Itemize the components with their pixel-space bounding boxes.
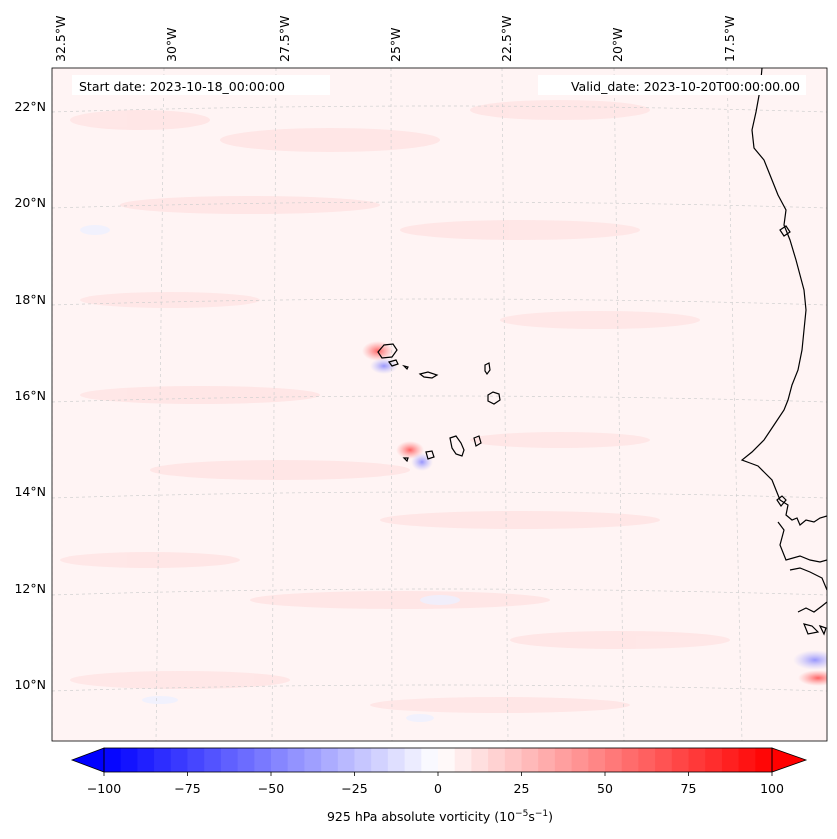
colorbar-cell (220, 748, 238, 772)
colorbar-extend-max (771, 747, 808, 773)
cape-verde-islands (377, 343, 501, 463)
colorbar-cell (154, 748, 172, 772)
valid-date-label: Valid_date: 2023-10-20T00:00:00.00 (571, 79, 800, 94)
colorbar-cell (571, 748, 589, 772)
colorbar-cell (605, 748, 623, 772)
colorbar-cell (254, 748, 272, 772)
lon-label-25w: 25°W (388, 27, 403, 62)
island-santo-antao (377, 343, 398, 359)
lat-label-10n: 10°N (14, 677, 46, 692)
lon-label-20w: 20°W (610, 27, 625, 62)
colorbar-tick-labels: −100 −75 −50 −25 0 25 50 75 100 (87, 781, 784, 796)
island-fogo (425, 450, 435, 460)
colorbar-ticks (103, 772, 773, 776)
lon-label-30w: 30°W (164, 27, 179, 62)
start-date-label: Start date: 2023-10-18_00:00:00 (79, 79, 285, 94)
lat-label-14n: 14°N (14, 484, 46, 499)
lat-label-16n: 16°N (14, 388, 46, 403)
island-boa-vista (487, 391, 501, 405)
colorbar-cell (588, 748, 606, 772)
colorbar-cell (321, 748, 339, 772)
colorbar-cell (621, 748, 639, 772)
colorbar-cell (755, 748, 773, 772)
colorbar-cell (404, 748, 422, 772)
colorbar: −100 −75 −50 −25 0 25 50 75 100 925 hPa … (70, 747, 808, 824)
colorbar-cell (421, 748, 439, 772)
colorbar-label: 925 hPa absolute vorticity (10−5s−1) (327, 809, 553, 824)
cbar-tick-50: 50 (597, 781, 613, 796)
lat-label-20n: 20°N (14, 195, 46, 210)
colorbar-cell (371, 748, 389, 772)
colorbar-cell (705, 748, 723, 772)
cbar-tick-0: 0 (434, 781, 442, 796)
colorbar-cell (170, 748, 188, 772)
cbar-tick-m75: −75 (174, 781, 200, 796)
colorbar-cell (187, 748, 205, 772)
colorbar-cell (271, 748, 289, 772)
lat-label-22n: 22°N (14, 99, 46, 114)
colorbar-cell (304, 748, 322, 772)
island-santiago (449, 435, 465, 457)
cbar-tick-100: 100 (760, 781, 784, 796)
colorbar-cell (387, 748, 405, 772)
lon-label-17-5w: 17.5°W (722, 16, 737, 62)
gridlines (52, 68, 827, 741)
island-sao-vicente (387, 359, 399, 367)
colorbar-cell (554, 748, 572, 772)
colorbar-cell (504, 748, 522, 772)
cbar-tick-25: 25 (514, 781, 530, 796)
colorbar-cell (337, 748, 355, 772)
cbar-tick-m25: −25 (341, 781, 367, 796)
island-santa-luzia (402, 364, 409, 371)
header-boxes (72, 75, 806, 95)
colorbar-cell (104, 748, 122, 772)
vorticity-field-background (52, 68, 827, 741)
lat-label-18n: 18°N (14, 292, 46, 307)
colorbar-cell (204, 748, 222, 772)
colorbar-cell (471, 748, 489, 772)
colorbar-cell (521, 748, 539, 772)
cbar-tick-m100: −100 (87, 781, 121, 796)
map-frame (51, 67, 828, 742)
colorbar-cell (671, 748, 689, 772)
colorbar-extend-min (70, 747, 105, 773)
lon-label-27-5w: 27.5°W (277, 16, 292, 62)
cbar-tick-m50: −50 (258, 781, 284, 796)
longitude-labels: 32.5°W 30°W 27.5°W 25°W 22.5°W 20°W 17.5… (53, 16, 737, 62)
lon-label-22-5w: 22.5°W (499, 16, 514, 62)
island-brava (402, 457, 409, 463)
colorbar-cell (738, 748, 756, 772)
colorbar-cell (655, 748, 673, 772)
lat-label-12n: 12°N (14, 581, 46, 596)
weak-negative-patches (80, 225, 460, 722)
island-sao-nicolau (418, 371, 439, 379)
colorbar-cell (287, 748, 305, 772)
colorbar-cell (438, 748, 456, 772)
colorbar-cell (488, 748, 506, 772)
island-maio (473, 435, 482, 447)
map-panel (52, 68, 827, 741)
colorbar-cell (721, 748, 739, 772)
latitude-labels: 22°N 20°N 18°N 16°N 14°N 12°N 10°N (14, 99, 46, 692)
colorbar-cell (538, 748, 556, 772)
island-sal (484, 362, 491, 376)
cbar-tick-75: 75 (681, 781, 697, 796)
colorbar-cell (137, 748, 155, 772)
colorbar-cell (354, 748, 372, 772)
colorbar-cell (688, 748, 706, 772)
colorbar-cells (104, 748, 773, 772)
vorticity-streaks (60, 100, 730, 713)
colorbar-cell (638, 748, 656, 772)
colorbar-cell (454, 748, 472, 772)
lon-label-32-5w: 32.5°W (53, 16, 68, 62)
african-coastline (740, 68, 827, 636)
colorbar-cell (237, 748, 255, 772)
colorbar-cell (120, 748, 138, 772)
